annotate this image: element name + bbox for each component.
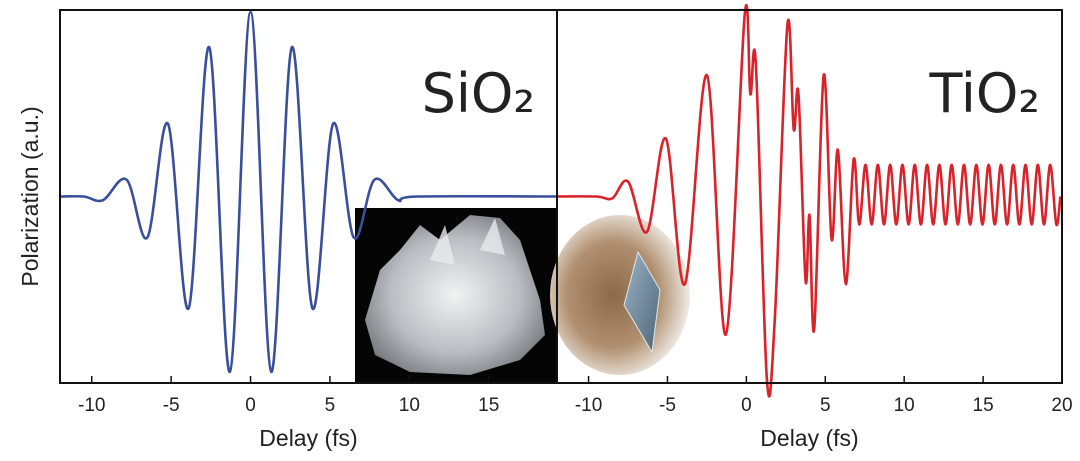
figure: -10 -5 0 5 10 15 Delay (fs) Polarization (a.u.)… — [0, 0, 1080, 461]
y-axis-title: Polarization (a.u.) — [17, 106, 43, 286]
x-tick-label: -10 — [78, 395, 105, 416]
x-tick-label: 0 — [245, 395, 256, 416]
x-tick-label: 15 — [478, 395, 499, 416]
x-tick-label: 15 — [973, 395, 994, 416]
panel-title: SiO₂ — [422, 62, 535, 125]
x-tick-label: 20 — [1051, 395, 1072, 416]
x-tick-label: -5 — [659, 395, 676, 416]
x-tick-label: 10 — [399, 395, 420, 416]
inset-rutile — [550, 215, 690, 375]
x-tick-label: 5 — [820, 395, 831, 416]
x-tick-label: -10 — [575, 395, 602, 416]
panel-title: TiO₂ — [929, 62, 1040, 125]
x-axis-title: Delay (fs) — [760, 425, 858, 451]
x-tick-label: 10 — [894, 395, 915, 416]
x-axis-title: Delay (fs) — [259, 425, 357, 451]
x-tick-label: 0 — [741, 395, 752, 416]
x-tick-label: 5 — [325, 395, 336, 416]
x-tick-label: -5 — [163, 395, 180, 416]
inset-quartz — [355, 208, 557, 383]
